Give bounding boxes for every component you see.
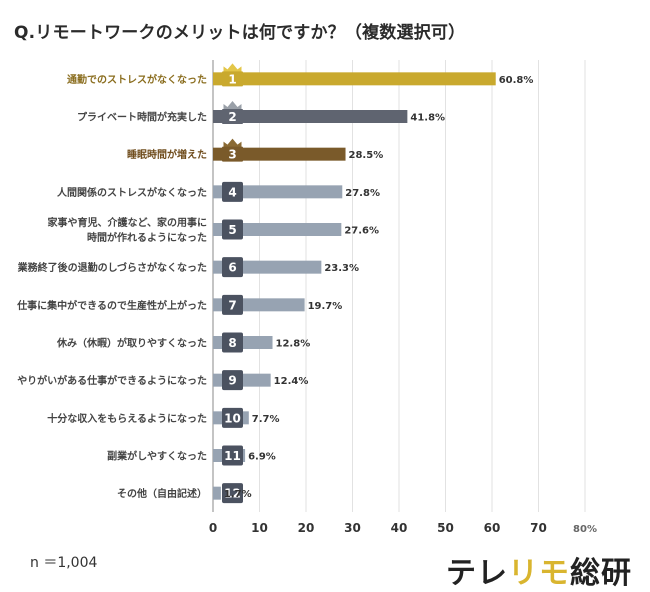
category-label: 十分な収入をもらえるようになった: [47, 412, 207, 425]
rank-number: 2: [228, 110, 236, 124]
x-tick-label: 0: [209, 521, 217, 535]
crown-icon: [223, 63, 242, 73]
value-label: 12.8%: [276, 339, 311, 350]
x-tick-label: 20: [298, 521, 315, 535]
category-label: その他（自由記述）: [117, 487, 207, 500]
rank-badge: [222, 407, 243, 428]
bar: [213, 72, 496, 86]
value-label: 7.7%: [252, 414, 280, 425]
rank-number: 6: [228, 261, 236, 275]
rank-number: 3: [228, 148, 236, 162]
category-label: 家事や育児、介護など、家の用事に: [48, 216, 208, 229]
x-axis-ticks: 0 10 20 30 40 50 60 70 80%: [209, 521, 597, 535]
brand-part-2: リモ: [508, 556, 570, 591]
rank-badge: [222, 370, 243, 391]
category-label: 通勤でのストレスがなくなった: [67, 73, 207, 86]
rank-number: 10: [224, 411, 241, 425]
value-label: 19.7%: [308, 301, 343, 312]
bar: [213, 486, 221, 500]
sample-size-note: n ＝1,004: [30, 555, 98, 571]
x-tick-label: 80%: [573, 524, 597, 535]
value-label: 23.3%: [324, 263, 359, 274]
value-label: 12.4%: [274, 376, 309, 387]
x-tick-label: 30: [344, 521, 361, 535]
rank-badge: [222, 181, 243, 202]
category-label: やりがいがある仕事ができるようになった: [17, 374, 207, 387]
rank-number: 8: [228, 336, 236, 350]
x-tick-label: 70: [530, 521, 547, 535]
category-label: プライベート時間が充実した: [77, 111, 207, 124]
rank-badge: [222, 332, 243, 353]
value-label: 1.7%: [224, 489, 252, 500]
value-label: 27.6%: [344, 226, 379, 237]
crown-icon: [223, 138, 242, 148]
category-labels: 通勤でのストレスがなくなったプライベート時間が充実した睡眠時間が増えた人間関係の…: [16, 73, 207, 500]
crown-icon: [223, 101, 242, 110]
page-title: Q.リモートワークのメリットは何ですか？（複数選択可）: [14, 23, 466, 43]
bar: [213, 185, 343, 199]
bar: [213, 223, 342, 236]
rank-number: 11: [224, 449, 241, 463]
x-tick-label: 50: [437, 521, 454, 535]
category-label: 人間関係のストレスがなくなった: [57, 186, 207, 199]
rank-badge: [222, 109, 243, 124]
category-label: 時間が作れるようになった: [87, 231, 207, 244]
category-label: 休み（休暇）が取りやすくなった: [56, 337, 207, 350]
value-label: 28.5%: [349, 150, 384, 161]
rank-number: 7: [228, 298, 236, 312]
category-label: 睡眠時間が増えた: [127, 148, 207, 161]
value-label: 41.8%: [410, 113, 445, 124]
bar: [213, 110, 408, 123]
rank-badge: [222, 483, 243, 504]
x-tick-label: 40: [391, 521, 408, 535]
rank-badge: [222, 219, 243, 240]
bars: 1 60.8% 2 41.8% 3 28.5% 4 27.8% 5 27.6% 6 23.3% 7 19.…: [213, 63, 534, 504]
grid-lines: [212, 60, 586, 512]
brand-part-3: 総研: [570, 556, 632, 591]
rank-number: 5: [228, 223, 236, 237]
brand-part-1: テレ: [446, 556, 508, 591]
value-label: 27.8%: [345, 188, 380, 199]
rank-number: 12: [224, 487, 241, 501]
rank-number: 1: [228, 72, 236, 86]
brand-logo: テレリモ総研: [446, 548, 632, 592]
rank-number: 9: [228, 374, 236, 388]
rank-badge: [222, 146, 243, 162]
rank-badge: [222, 445, 243, 466]
rank-number: 4: [228, 185, 236, 199]
rank-badge: [222, 71, 243, 87]
x-tick-label: 60: [484, 521, 501, 535]
category-label: 仕事に集中ができるので生産性が上がった: [16, 299, 207, 312]
category-label: 副業がしやすくなった: [107, 450, 207, 463]
rank-badge: [222, 294, 243, 315]
x-tick-label: 10: [251, 521, 268, 535]
bar: [213, 147, 346, 161]
category-label: 業務終了後の退勤のしづらさがなくなった: [17, 261, 207, 274]
value-label: 60.8%: [499, 75, 534, 86]
rank-badge: [222, 257, 243, 278]
value-label: 6.9%: [248, 452, 276, 463]
